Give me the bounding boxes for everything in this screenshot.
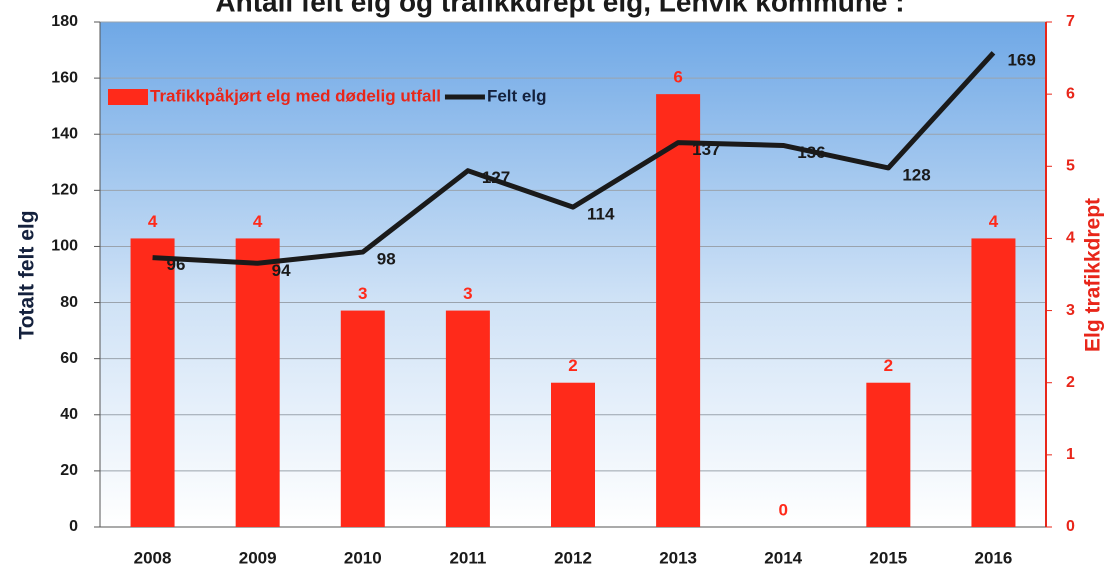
bar-value-label: 4: [148, 212, 158, 231]
line-value-label: 114: [587, 205, 615, 224]
legend-swatch: [108, 89, 148, 105]
x-tick-label: 2009: [239, 548, 277, 567]
x-tick-label: 2013: [659, 548, 697, 567]
x-tick-label: 2008: [134, 548, 172, 567]
bar: [235, 238, 280, 527]
x-tick-label: 2012: [554, 548, 592, 567]
legend-label: Felt elg: [487, 86, 547, 105]
bar-value-label: 3: [358, 284, 367, 303]
y-tick-label: 180: [51, 13, 78, 30]
line-value-label: 127: [482, 168, 510, 187]
chart-title: Antall felt elg og trafikkdrept elg, Len…: [215, 0, 904, 17]
y2-tick-label: 3: [1066, 302, 1075, 319]
line: [152, 51, 996, 266]
y2-tick-label: 7: [1066, 13, 1075, 30]
y-tick-label: 60: [60, 350, 78, 367]
legend-label: Trafikkpåkjørt elg med dødelig utfall: [150, 86, 441, 105]
y-tick-label: 140: [51, 125, 78, 142]
y2-tick-label: 1: [1066, 446, 1075, 463]
bar-value-label: 2: [568, 356, 577, 375]
y-tick-label: 40: [60, 406, 78, 423]
y-tick-label: 120: [51, 182, 78, 199]
x-tick-label: 2015: [869, 548, 907, 567]
y2-tick-label: 5: [1066, 158, 1075, 175]
bar: [445, 310, 490, 527]
x-tick-label: 2014: [764, 548, 802, 567]
x-tick-label: 2016: [975, 548, 1013, 567]
y-tick-label: 0: [69, 518, 78, 535]
line-value-label: 137: [692, 140, 720, 159]
line-value-label: 128: [902, 165, 930, 184]
x-tick-label: 2011: [449, 548, 486, 567]
bar: [551, 382, 595, 527]
bar-value-label: 6: [673, 68, 682, 87]
line-value-label: 98: [377, 250, 396, 269]
y-tick-label: 160: [51, 69, 78, 86]
bar-value-label: 3: [463, 284, 472, 303]
y2-tick-label: 6: [1066, 85, 1075, 102]
bar: [656, 94, 701, 528]
bar-value-label: 0: [778, 500, 787, 519]
line-value-label: 96: [167, 255, 186, 274]
y-tick-label: 80: [60, 294, 78, 311]
line-value-label: 136: [797, 143, 825, 162]
y2-tick-label: 0: [1066, 518, 1075, 535]
y2-tick-label: 2: [1066, 374, 1075, 391]
bar-value-label: 4: [989, 212, 999, 231]
y2-axis-label: Elg trafikkdrept: [1082, 198, 1105, 352]
line-value-label: 94: [272, 261, 291, 280]
y2-tick-label: 4: [1066, 230, 1075, 247]
y-tick-label: 20: [60, 462, 78, 479]
bar: [130, 238, 175, 527]
bar: [971, 238, 1016, 527]
y-tick-label: 100: [51, 238, 78, 255]
x-tick-label: 2010: [344, 548, 382, 567]
y-axis-label: Totalt felt elg: [16, 210, 39, 339]
bar: [866, 382, 911, 527]
line-value-label: 169: [1007, 50, 1035, 69]
bar-value-label: 2: [884, 356, 893, 375]
bar: [340, 310, 385, 527]
bar-value-label: 4: [253, 212, 263, 231]
